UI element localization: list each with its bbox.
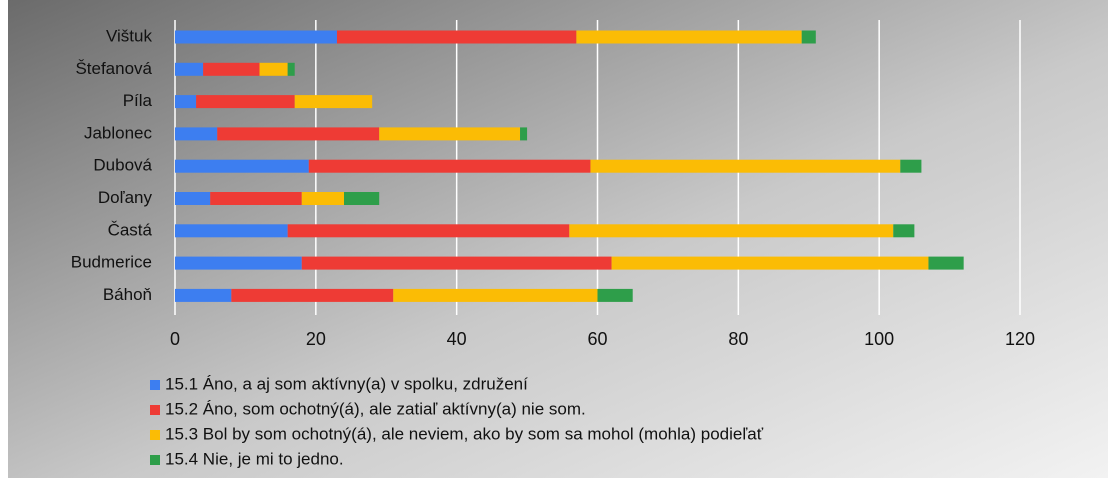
bar-segment — [379, 127, 521, 141]
bar-segment — [259, 62, 288, 76]
y-tick-label: Doľany — [98, 188, 153, 207]
bar-segment — [393, 288, 598, 302]
legend-label: 15.2 Áno, som ochotný(á), ale zatiaľ akt… — [165, 399, 586, 418]
bar-segment — [175, 127, 218, 141]
bar-segment — [597, 288, 633, 302]
bar-segment — [590, 159, 901, 173]
x-tick-label: 40 — [447, 329, 467, 349]
bar-segment — [611, 256, 929, 270]
bar-segment — [900, 159, 922, 173]
bar-segment — [210, 192, 302, 205]
bar-segment — [231, 288, 394, 302]
legend-swatch — [150, 455, 160, 465]
bar-segment — [175, 192, 211, 205]
y-tick-label: Píla — [123, 91, 153, 110]
y-tick-label: Štefanová — [75, 59, 152, 78]
bar-segment — [175, 224, 288, 238]
legend-label: 15.1 Áno, a aj som aktívny(a) v spolku, … — [165, 374, 528, 393]
bar-segment — [175, 95, 197, 109]
x-tick-label: 60 — [587, 329, 607, 349]
y-tick-label: Jablonec — [84, 123, 153, 142]
x-tick-label: 20 — [306, 329, 326, 349]
y-tick-label: Budmerice — [71, 253, 152, 272]
bar-segment — [301, 256, 612, 270]
bar-segment — [344, 192, 380, 205]
bar-segment — [175, 159, 309, 173]
legend-label: 15.3 Bol by som ochotný(á), ale neviem, … — [165, 424, 764, 443]
bar-segment — [893, 224, 915, 238]
bar-segment — [576, 30, 802, 44]
bar-segment — [308, 159, 591, 173]
bar-segment — [175, 256, 302, 270]
bar-segment — [175, 30, 337, 44]
legend-swatch — [150, 380, 160, 390]
bar-segment — [928, 256, 964, 270]
bar-segment — [175, 62, 204, 76]
bar-segment — [520, 127, 528, 141]
y-tick-label: Častá — [108, 220, 153, 239]
bar-segment — [569, 224, 894, 238]
legend-label: 15.4 Nie, je mi to jedno. — [165, 449, 344, 468]
chart-background — [8, 0, 1108, 478]
bar-segment — [336, 30, 577, 44]
legend-swatch — [150, 430, 160, 440]
bar-segment — [175, 288, 232, 302]
bar-segment — [287, 224, 570, 238]
bar-segment — [217, 127, 380, 141]
x-tick-label: 100 — [864, 329, 894, 349]
y-tick-label: Vištuk — [106, 26, 152, 45]
legend-swatch — [150, 405, 160, 415]
bar-segment — [196, 95, 295, 109]
y-tick-label: Dubová — [93, 156, 152, 175]
x-tick-label: 120 — [1005, 329, 1035, 349]
bar-segment — [301, 192, 344, 205]
bar-segment — [203, 62, 260, 76]
bar-segment — [294, 95, 373, 109]
x-tick-label: 80 — [728, 329, 748, 349]
bar-segment — [801, 30, 816, 44]
x-tick-label: 0 — [170, 329, 180, 349]
y-tick-label: Báhoň — [103, 285, 152, 304]
bar-segment — [287, 62, 295, 76]
